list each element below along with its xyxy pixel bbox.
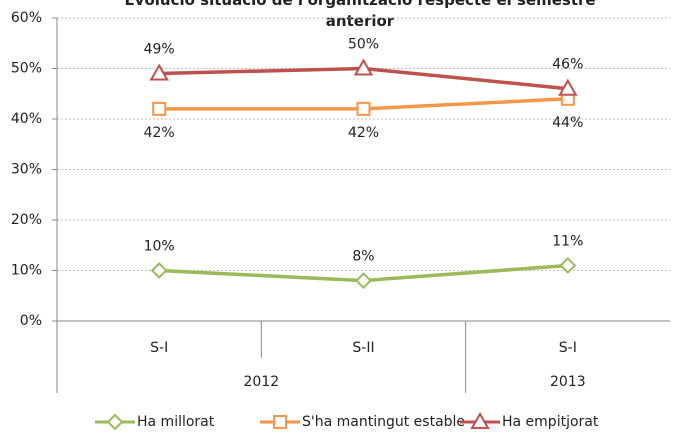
data-label: 10%	[144, 239, 175, 255]
legend-label: Ha millorat	[137, 414, 215, 430]
y-tick-label: 60%	[11, 10, 42, 26]
marker	[353, 58, 374, 76]
group-label: 2012	[244, 374, 280, 390]
data-label: 49%	[144, 42, 175, 58]
data-label: 42%	[144, 125, 175, 141]
marker	[152, 101, 167, 116]
y-tick-label: 50%	[11, 61, 42, 77]
y-tick-label: 40%	[11, 111, 42, 127]
legend-label: Ha empitjorat	[502, 414, 599, 430]
y-tick-label: 0%	[20, 313, 42, 329]
data-label: 8%	[352, 249, 374, 265]
marker	[558, 78, 578, 96]
marker	[356, 101, 371, 116]
group-label: 2013	[550, 374, 586, 390]
marker	[273, 415, 287, 429]
x-tick-label: S-I	[559, 340, 577, 356]
marker	[149, 63, 169, 81]
data-label: 42%	[348, 125, 379, 141]
data-label: 46%	[552, 57, 583, 73]
data-label: 11%	[552, 233, 583, 249]
x-tick-label: S-II	[352, 340, 374, 356]
marker	[559, 257, 577, 274]
chart-title: Evolució situació de l'organització resp…	[124, 0, 595, 30]
data-label: 44%	[552, 115, 583, 131]
marker	[470, 411, 490, 429]
y-tick-label: 10%	[11, 263, 42, 279]
data-label: 50%	[348, 37, 379, 53]
marker	[150, 262, 168, 279]
legend-label: S'ha mantingut estable	[302, 414, 465, 430]
marker	[355, 272, 372, 290]
x-tick-label: S-I	[150, 340, 168, 356]
marker	[106, 413, 124, 431]
y-tick-label: 20%	[11, 212, 42, 228]
y-tick-label: 30%	[11, 162, 42, 178]
